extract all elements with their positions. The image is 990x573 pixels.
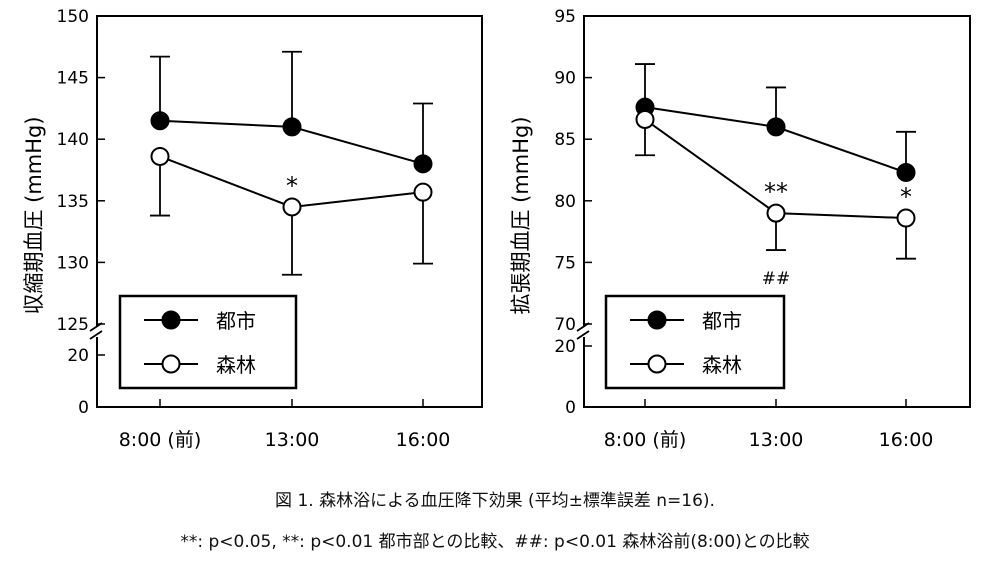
legend-marker <box>161 354 181 374</box>
axis-break-mark <box>89 330 103 340</box>
y-tick-label: 130 <box>57 253 89 273</box>
legend-marker <box>647 310 667 330</box>
series-open <box>150 146 433 276</box>
plot-frame <box>96 15 483 408</box>
y-tick-label: 95 <box>554 7 576 27</box>
legend-box <box>604 294 786 390</box>
data-point <box>150 146 170 166</box>
y-tick-label: 75 <box>554 253 576 273</box>
y-axis-label: 拡張期血圧 (mmHg) <box>509 116 533 314</box>
y-tick-label: 0 <box>565 398 576 418</box>
y-tick-label: 70 <box>554 315 576 335</box>
legend-marker <box>161 310 181 330</box>
y-tick-label: 20 <box>554 337 576 357</box>
plot-frame <box>583 15 971 408</box>
x-tick-label: 16:00 <box>879 429 934 451</box>
axis-break-mark <box>89 322 103 332</box>
y-tick-label: 145 <box>57 69 89 89</box>
y-tick-label: 85 <box>554 130 576 150</box>
significance-annotation: * <box>900 183 912 211</box>
x-tick-label: 13:00 <box>749 429 804 451</box>
data-point <box>150 111 170 131</box>
y-tick-label: 20 <box>67 346 89 366</box>
series-filled <box>635 63 916 182</box>
axis-break-mark <box>576 330 590 340</box>
data-point <box>282 117 302 137</box>
legend-label: 森林 <box>702 353 742 377</box>
legend-box <box>118 294 298 390</box>
data-point <box>413 182 433 202</box>
y-axis-label: 収縮期血圧 (mmHg) <box>22 116 46 314</box>
x-tick-label: 8:00 (前) <box>119 429 202 451</box>
legend-label: 都市 <box>216 309 256 333</box>
y-tick-label: 0 <box>78 398 89 418</box>
axis-break-gap <box>91 327 103 337</box>
data-point <box>896 208 916 228</box>
significance-annotation: ** <box>764 178 788 206</box>
legend-marker <box>647 354 667 374</box>
y-tick-label: 80 <box>554 192 576 212</box>
x-tick-label: 16:00 <box>396 429 451 451</box>
y-tick-label: 125 <box>57 315 89 335</box>
figure-caption-title: 図 1. 森林浴による血圧降下効果 (平均±標準誤差 n=16). <box>275 491 715 511</box>
series-open <box>635 109 916 260</box>
data-point <box>413 154 433 174</box>
data-point <box>282 197 302 217</box>
figure-caption-note: **: p<0.05, **: p<0.01 都市部との比較、##: p<0.0… <box>180 532 810 552</box>
axis-break-mark <box>576 322 590 332</box>
legend-label: 都市 <box>702 309 742 333</box>
y-tick-label: 140 <box>57 130 89 150</box>
data-point <box>896 162 916 182</box>
data-point <box>766 117 786 137</box>
data-point <box>766 203 786 223</box>
y-tick-label: 90 <box>554 69 576 89</box>
y-tick-label: 150 <box>57 7 89 27</box>
x-tick-label: 13:00 <box>265 429 320 451</box>
axis-break-gap <box>578 327 590 337</box>
data-point <box>635 109 655 129</box>
y-tick-label: 135 <box>57 192 89 212</box>
series-filled <box>150 50 433 174</box>
significance-annotation: ## <box>762 269 791 289</box>
legend-label: 森林 <box>216 353 256 377</box>
significance-annotation: * <box>286 172 298 200</box>
x-tick-label: 8:00 (前) <box>604 429 687 451</box>
chart-1: 150 145 140 135 130 125 20 0 8:00 (前) 13:00 16:00 収… <box>22 7 483 451</box>
